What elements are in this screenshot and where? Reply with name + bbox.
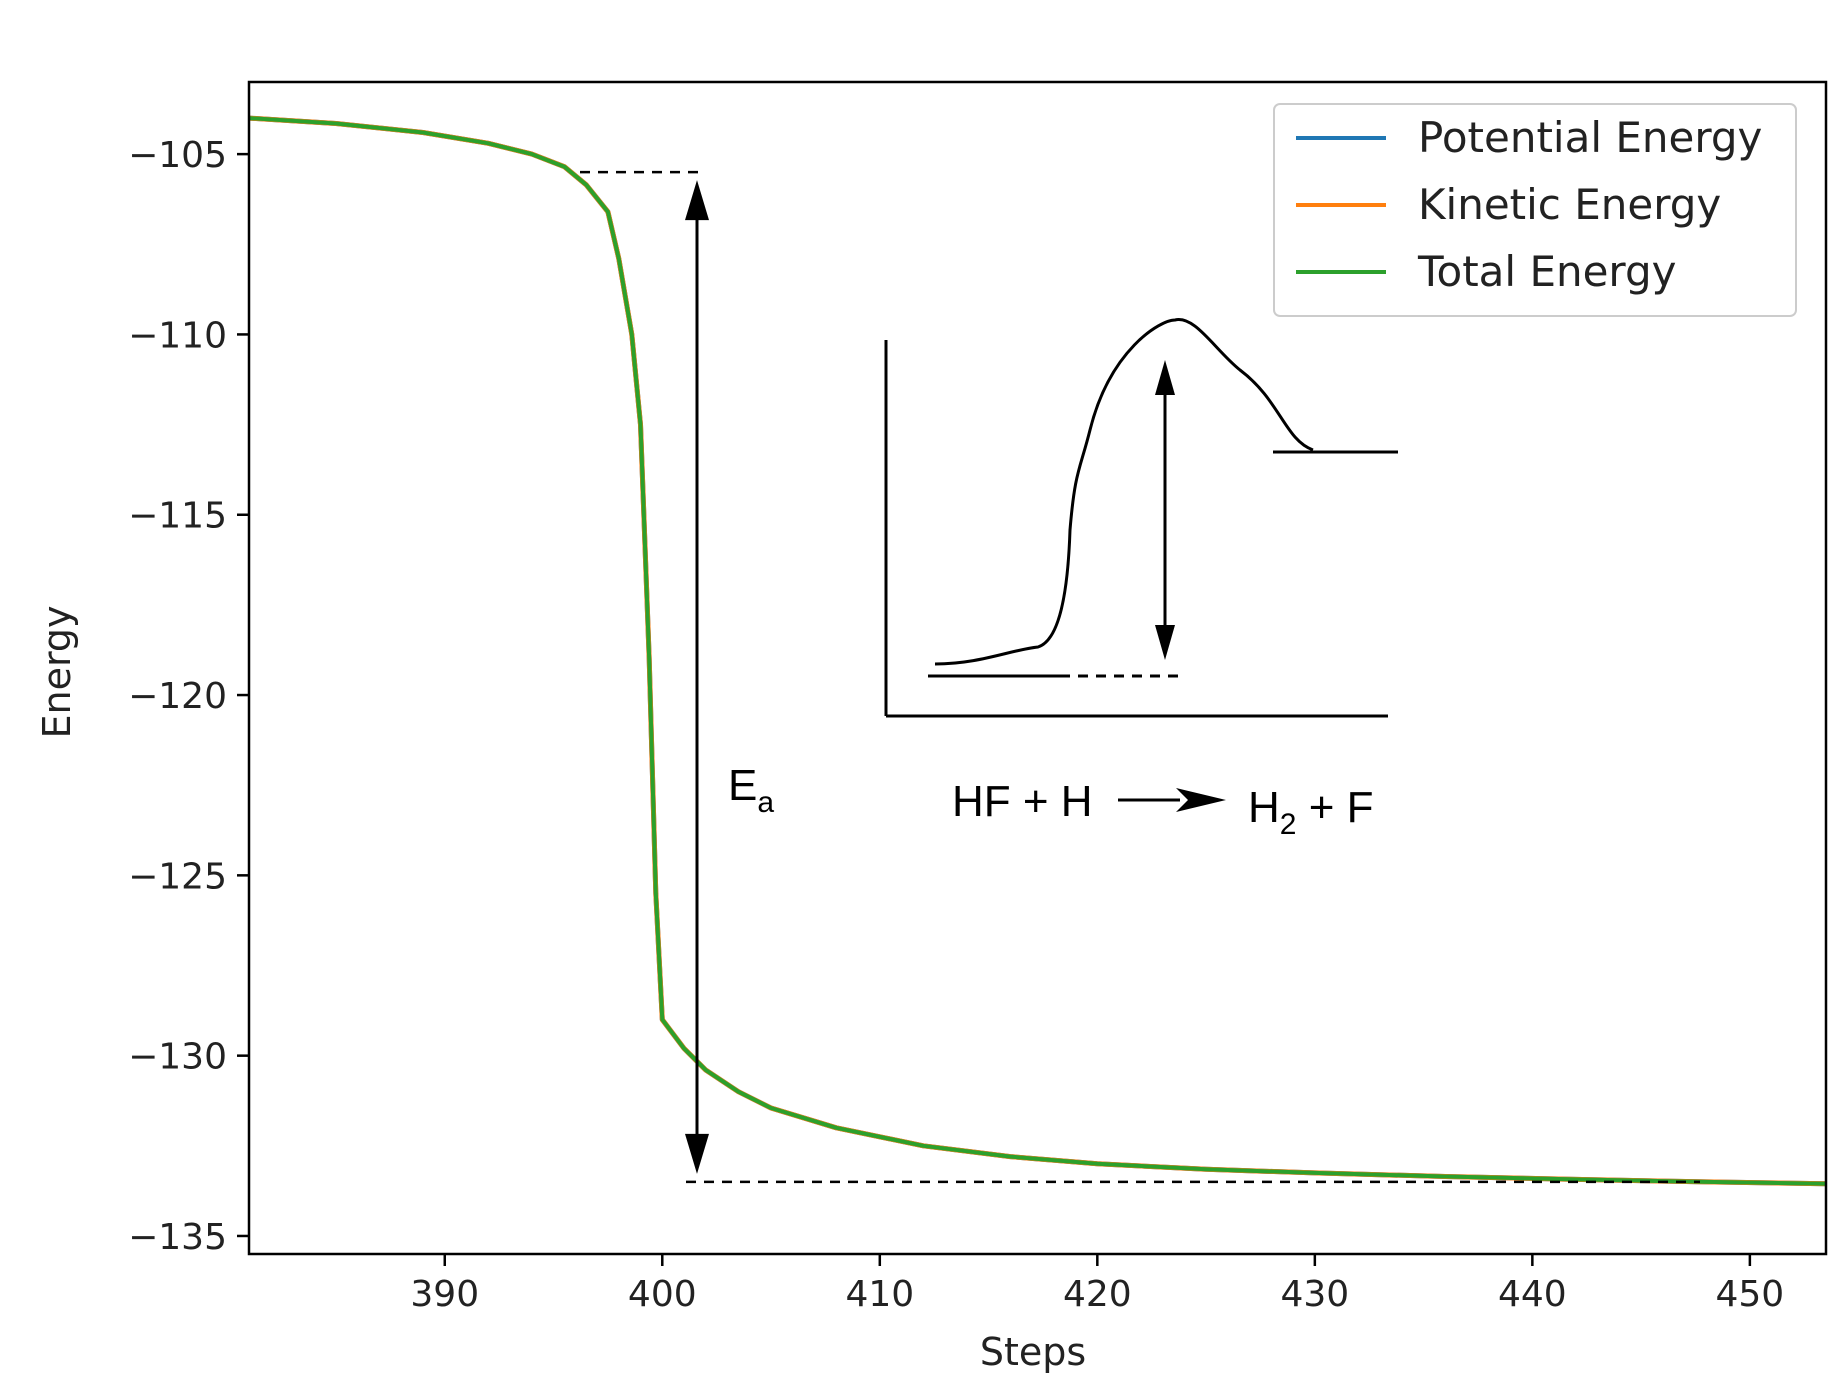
legend-box: [1273, 103, 1797, 317]
x-axis-label: Steps: [980, 1330, 1086, 1374]
x-axis-ticks: 390 400 410 420 430 440 450: [410, 1254, 1784, 1315]
activation-arrow-head-up: [685, 180, 709, 221]
x-tick-label: 400: [628, 1274, 697, 1315]
y-tick-label: −135: [128, 1217, 227, 1258]
y-tick-label: −130: [128, 1037, 227, 1078]
inset-arrow-head-up: [1155, 360, 1175, 395]
reaction-arrow-head: [1176, 788, 1226, 812]
series-line-2: [249, 116, 1826, 1186]
activation-energy-label: Ea: [728, 761, 774, 819]
inset-arrow-head-down: [1155, 625, 1175, 660]
x-tick-label: 430: [1280, 1274, 1349, 1315]
y-tick-label: −110: [128, 315, 227, 356]
y-axis-ticks: −105 −110 −115 −120 −125 −130 −135: [128, 135, 249, 1258]
y-tick-label: −120: [128, 676, 227, 717]
x-tick-label: 410: [845, 1274, 914, 1315]
activation-arrow-head-down: [685, 1133, 709, 1174]
x-tick-label: 390: [410, 1274, 479, 1315]
y-axis-label: Energy: [35, 605, 79, 738]
legend-label: Total Energy: [1417, 247, 1676, 296]
legend: Potential Energy Kinetic Energy Total Ener…: [1273, 103, 1797, 317]
plot-frame: [247, 80, 1828, 1256]
reaction-profile-inset: HF + H H2 + F: [884, 318, 1398, 841]
series-lines: [249, 115, 1826, 1187]
legend-label: Kinetic Energy: [1418, 180, 1721, 229]
reaction-products-label: H2 + F: [1248, 783, 1374, 841]
x-tick-label: 420: [1063, 1274, 1132, 1315]
reaction-reactants-label: HF + H: [952, 777, 1093, 826]
y-tick-label: −105: [128, 135, 227, 176]
x-tick-label: 440: [1498, 1274, 1567, 1315]
activation-energy-annotation: Ea: [580, 170, 1700, 1184]
inset-energy-curve: [934, 318, 1314, 666]
y-tick-label: −125: [128, 856, 227, 897]
y-tick-label: −115: [128, 496, 227, 537]
x-tick-label: 450: [1716, 1274, 1785, 1315]
legend-label: Potential Energy: [1418, 113, 1762, 162]
